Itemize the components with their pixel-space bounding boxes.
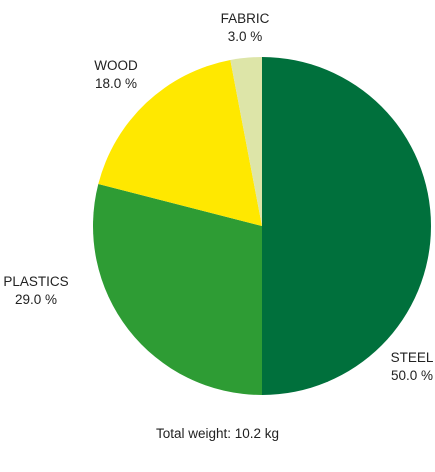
slice-label-wood: WOOD xyxy=(94,58,138,73)
pie-slice-plastics xyxy=(93,183,262,395)
slice-label-plastics: PLASTICS xyxy=(3,274,68,289)
slice-label-fabric: FABRIC xyxy=(221,11,270,26)
pie-slices xyxy=(93,56,431,395)
slice-value-plastics: 29.0 % xyxy=(15,292,57,307)
pie-slice-steel xyxy=(262,57,431,395)
slice-value-steel: 50.0 % xyxy=(391,368,433,383)
slice-label-steel: STEEL xyxy=(391,350,434,365)
pie-labels: STEEL 50.0 % PLASTICS 29.0 % WOOD 18.0 % FABRI… xyxy=(3,11,434,383)
pie-slice-fabric xyxy=(230,56,262,226)
slice-value-fabric: 3.0 % xyxy=(228,29,263,44)
pie-slice-wood xyxy=(98,59,262,226)
slice-value-wood: 18.0 % xyxy=(95,76,137,91)
total-weight-caption: Total weight: 10.2 kg xyxy=(155,426,280,441)
